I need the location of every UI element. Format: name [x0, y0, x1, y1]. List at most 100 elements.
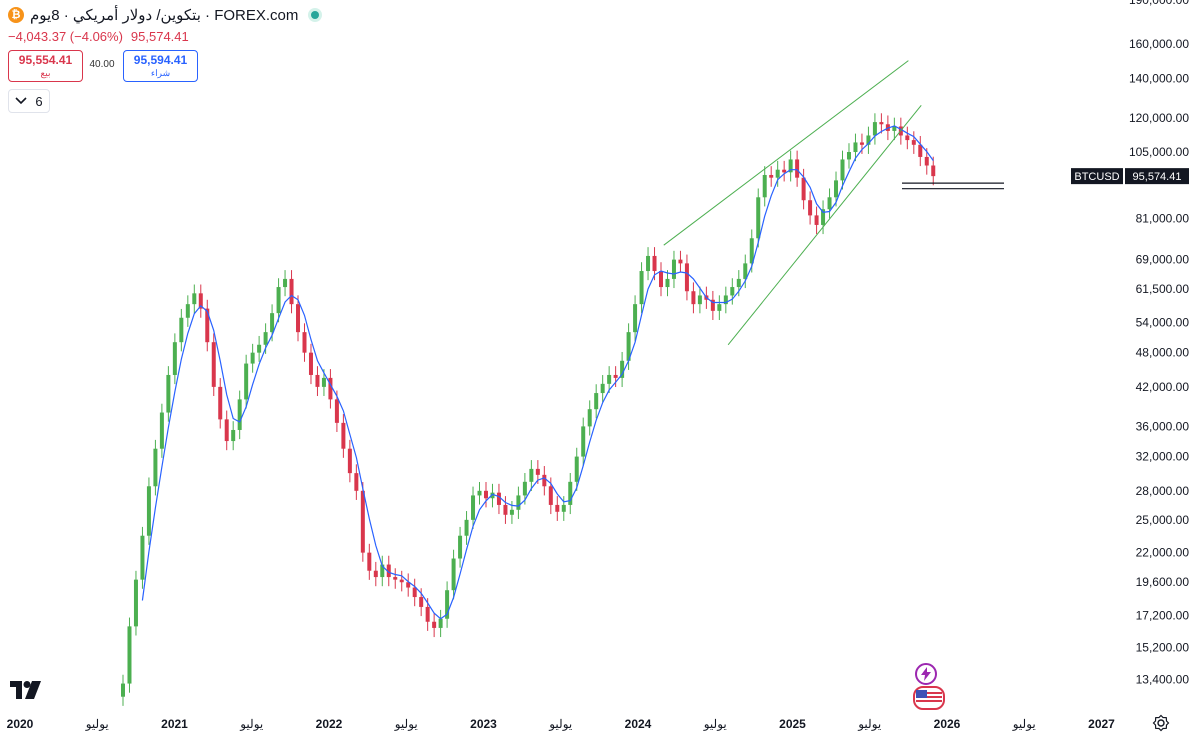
symbol-title[interactable]: بتكوين/ دولار أمريكي · 8يوم · FOREX.com: [30, 7, 299, 24]
candle: [555, 496, 560, 521]
candle-body: [866, 135, 871, 145]
candle-body: [412, 587, 417, 598]
candle-body: [308, 352, 313, 375]
candle: [542, 466, 547, 496]
candle-body: [542, 474, 547, 487]
candle-body: [762, 174, 767, 198]
candle: [146, 477, 151, 545]
candle-body: [166, 374, 171, 413]
candle-body: [425, 606, 430, 622]
bitcoin-icon: ₿: [8, 7, 24, 23]
candle-body: [931, 165, 936, 177]
us-flag-event-icon[interactable]: [913, 686, 945, 710]
time-tick-label: 2024: [625, 717, 652, 731]
candle: [172, 333, 177, 385]
candle: [276, 278, 281, 323]
candle: [315, 366, 320, 397]
candle: [367, 543, 372, 580]
candle: [412, 578, 417, 607]
candle: [918, 135, 923, 167]
candle-body: [354, 473, 359, 491]
candle-body: [483, 490, 488, 499]
candle-body: [503, 504, 508, 515]
sell-button[interactable]: 95,554.41 بيع: [8, 50, 83, 82]
candle: [911, 131, 916, 154]
candle: [192, 284, 197, 314]
candle: [166, 366, 171, 422]
candle-body: [749, 238, 754, 264]
buy-button[interactable]: 95,594.41 شراء: [123, 50, 198, 82]
candle-body: [594, 393, 599, 410]
candle: [153, 439, 158, 496]
candle-body: [827, 197, 832, 210]
candle-body: [905, 135, 910, 141]
candle: [853, 133, 858, 162]
candle: [801, 168, 806, 210]
candle-body: [846, 152, 851, 160]
candle-body: [231, 429, 236, 442]
candle: [159, 403, 164, 458]
candle: [665, 270, 670, 297]
gear-icon[interactable]: [1152, 714, 1170, 737]
candle-body: [509, 509, 514, 515]
candle-body: [406, 582, 411, 588]
candle-body: [289, 278, 294, 305]
candle-body: [471, 495, 476, 520]
time-tick-label: يوليو: [1012, 717, 1036, 731]
candle: [237, 390, 242, 440]
candle-body: [665, 278, 670, 288]
time-tick-label: 2020: [7, 717, 34, 731]
time-tick-label: 2022: [316, 717, 343, 731]
time-tick-label: يوليو: [85, 717, 109, 731]
candle-body: [218, 386, 223, 420]
candle-body: [775, 169, 780, 178]
symbol-tag-label: BTCUSD: [1074, 171, 1119, 183]
indicator-toggle[interactable]: 6: [8, 89, 50, 113]
candle: [133, 570, 138, 636]
candle-body: [302, 332, 307, 353]
candle: [341, 414, 346, 458]
candle-body: [205, 308, 210, 343]
candle-body: [639, 271, 644, 305]
candle: [859, 133, 864, 154]
candle: [659, 262, 664, 297]
candle-body: [321, 377, 326, 387]
candle: [380, 555, 385, 587]
time-tick-label: يوليو: [857, 717, 881, 731]
candle: [406, 573, 411, 597]
candle-body: [153, 448, 158, 487]
candle: [224, 410, 229, 451]
price-change: −4,043.37 (−4.06%): [8, 29, 123, 44]
candle-body: [561, 504, 566, 512]
candle-body: [710, 299, 715, 311]
candle: [620, 351, 625, 388]
candle-body: [360, 490, 365, 553]
candle-body: [568, 481, 573, 505]
event-lightning-icon[interactable]: [915, 663, 937, 685]
candle: [743, 254, 748, 289]
time-tick-label: 2021: [161, 717, 188, 731]
candle-body: [198, 293, 203, 309]
price-tick-label: 140,000.00: [1129, 71, 1189, 85]
candle: [931, 156, 936, 186]
candle-body: [911, 140, 916, 145]
buy-price: 95,594.41: [133, 53, 188, 67]
candle-body: [801, 177, 806, 201]
candle: [788, 150, 793, 182]
candle-body: [464, 519, 469, 536]
candle-body: [535, 468, 540, 475]
symbol-tag-bg: [1071, 168, 1123, 185]
last-price: 95,574.41: [130, 29, 189, 44]
symbol-header[interactable]: ₿ بتكوين/ دولار أمريكي · 8يوم · FOREX.co…: [8, 6, 323, 24]
candle: [834, 171, 839, 207]
candle: [218, 378, 223, 429]
price-tick-label: 17,200.00: [1136, 609, 1190, 623]
time-tick-label: يوليو: [703, 717, 727, 731]
candle-body: [192, 293, 197, 305]
tradingview-logo-icon[interactable]: [10, 681, 42, 704]
candle-body: [607, 374, 612, 384]
time-tick-label: 2027: [1088, 717, 1115, 731]
time-tick-label: 2023: [470, 717, 497, 731]
candle-body: [522, 481, 527, 496]
